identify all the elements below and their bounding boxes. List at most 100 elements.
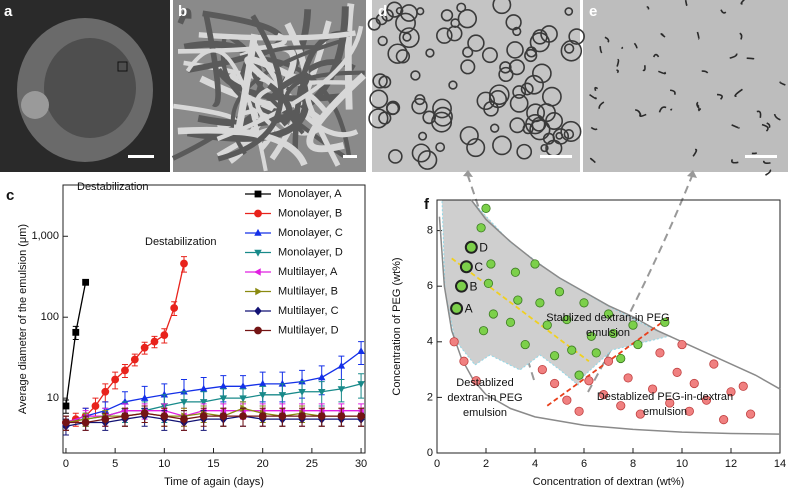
marker — [199, 384, 208, 392]
droplet — [532, 29, 548, 45]
marker — [278, 412, 287, 420]
scale-bar — [745, 155, 777, 158]
x-tick-label: 12 — [725, 458, 737, 470]
droplet — [616, 69, 619, 74]
y-tick-label: 10 — [47, 392, 59, 404]
droplet — [739, 32, 743, 40]
panel-label: e — [589, 3, 597, 20]
droplet — [387, 43, 408, 64]
marker — [199, 412, 208, 420]
x-tick-label: 14 — [774, 458, 786, 470]
droplet — [368, 108, 389, 129]
droplet — [697, 108, 702, 112]
droplet — [692, 148, 698, 157]
droplet — [431, 111, 453, 133]
sem-particle-inner — [44, 38, 136, 138]
droplet — [639, 113, 647, 117]
point — [616, 401, 626, 411]
droplet — [762, 160, 771, 165]
marker — [199, 399, 208, 406]
droplet — [411, 143, 431, 163]
annotation: Destabilization — [145, 236, 217, 248]
droplet — [435, 142, 446, 153]
legend-marker — [254, 306, 262, 316]
marker — [121, 397, 129, 405]
point — [483, 278, 494, 289]
annotation: emulsion — [643, 406, 687, 418]
point — [603, 356, 614, 366]
legend-marker — [254, 209, 262, 218]
marker — [239, 395, 247, 403]
droplet — [476, 91, 496, 111]
point — [584, 376, 594, 386]
point — [535, 298, 545, 308]
droplet — [669, 108, 673, 111]
marker — [101, 387, 110, 396]
point — [574, 370, 584, 380]
scale-bar — [343, 155, 357, 158]
plot-frame — [436, 199, 781, 454]
droplet — [388, 149, 403, 164]
annotation: dextran-in PEG — [447, 392, 522, 404]
annotation: Destabilization — [77, 181, 149, 193]
legend-label: Monolayer, B — [278, 207, 342, 219]
point — [459, 356, 469, 366]
droplet — [398, 27, 420, 49]
point — [655, 348, 665, 358]
legend-label: Multilayer, B — [278, 285, 338, 297]
legend-label: Monolayer, D — [278, 246, 343, 258]
marker — [140, 394, 149, 401]
droplet — [432, 98, 452, 119]
x-tick-label: 30 — [355, 458, 367, 470]
point — [459, 260, 473, 274]
point — [542, 320, 552, 330]
droplet — [402, 32, 412, 42]
point — [684, 406, 694, 416]
point — [562, 395, 572, 405]
droplet — [516, 143, 533, 160]
droplet — [729, 53, 738, 59]
droplet — [652, 53, 660, 58]
droplet — [378, 111, 392, 125]
droplet — [669, 89, 676, 95]
marker — [239, 412, 247, 420]
droplet — [508, 59, 525, 76]
marker — [170, 304, 179, 312]
droplet — [422, 110, 437, 125]
droplet — [457, 9, 478, 29]
droplet — [499, 61, 512, 74]
droplet — [684, 0, 688, 6]
droplet — [524, 74, 544, 95]
droplet — [560, 120, 582, 142]
droplet — [589, 93, 597, 100]
point — [554, 287, 565, 297]
droplet — [489, 123, 500, 133]
point — [677, 339, 687, 350]
point — [481, 203, 491, 213]
droplet — [524, 48, 538, 63]
marker — [258, 379, 267, 387]
point — [464, 240, 478, 254]
y-axis-label: Average diameter of the emulsion (μm) — [17, 224, 29, 414]
series-line — [65, 415, 362, 427]
x-tick-label: 2 — [483, 458, 489, 470]
series-line — [65, 407, 362, 424]
marker — [298, 377, 306, 385]
legend-marker — [255, 287, 263, 296]
panel-label: a — [4, 3, 13, 20]
x-axis-label: Time of again (days) — [164, 476, 264, 488]
panel-label: b — [178, 3, 187, 20]
marker — [180, 399, 188, 406]
point — [672, 367, 682, 377]
fibers — [171, 3, 367, 172]
droplet — [483, 101, 499, 117]
droplet — [492, 0, 512, 15]
droplet — [520, 82, 534, 96]
series-line — [65, 410, 362, 424]
marker — [298, 389, 306, 396]
marker — [82, 278, 90, 286]
marker — [278, 379, 287, 387]
legend-marker — [253, 268, 261, 276]
fiber — [203, 12, 221, 107]
droplet — [766, 122, 771, 129]
